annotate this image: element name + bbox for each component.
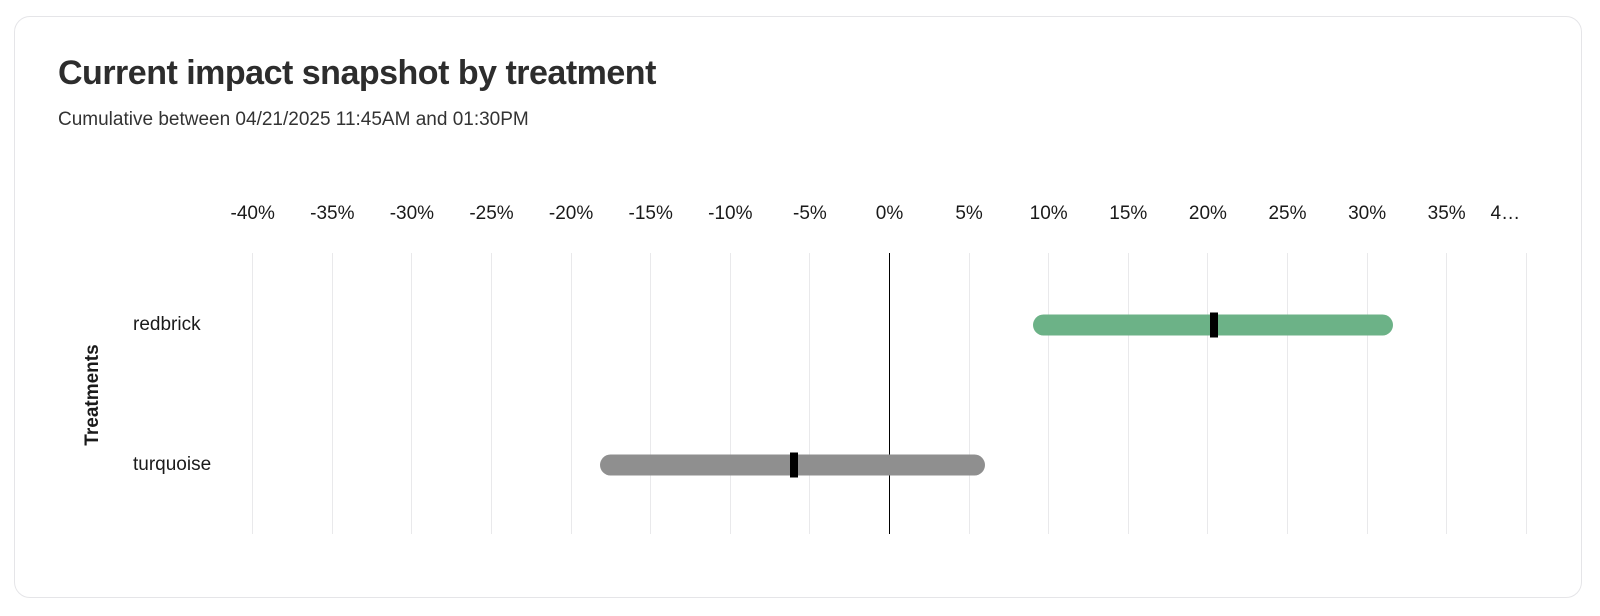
gridline [1446,253,1448,534]
y-tick-label-redbrick: redbrick [133,313,201,335]
gridline [252,253,254,534]
gridline [809,253,811,534]
chart-title: Current impact snapshot by treatment [58,54,656,92]
point-estimate-marker-redbrick [1210,312,1219,338]
gridline [1366,253,1368,534]
x-tick-label: -20% [548,203,594,224]
x-tick-label: 20% [1188,203,1227,224]
point-estimate-marker-turquoise [789,452,798,478]
x-tick-label: -25% [469,203,514,224]
gridline [1127,253,1129,534]
x-tick-label: 25% [1268,203,1307,224]
gridline [1287,253,1288,534]
x-tick-label: 35% [1427,203,1466,224]
plot-area: -40% -35% -30% -25% -20% -15% -10% -5% 0% 5% 10% 15… [15,17,1581,597]
y-axis-title: Treatments [82,344,103,446]
x-tick-label: 5% [955,203,983,224]
gridline [491,253,492,534]
gridline [1048,253,1050,534]
gridline [570,253,572,534]
x-tick-label: -30% [389,203,435,224]
x-tick-label: 15% [1109,203,1148,224]
x-tick-label: -10% [708,203,753,224]
y-tick-label-turquoise: turquoise [133,453,212,475]
chart-subtitle: Cumulative between 04/21/2025 11:45AM an… [58,109,529,130]
x-tick-label: -35% [310,203,355,224]
x-tick-label: 4… [1490,203,1521,224]
x-tick-label: -40% [230,203,275,224]
gridline [968,253,970,534]
zero-axis-line [888,253,891,534]
chart-card: Current impact snapshot by treatment Cum… [14,16,1582,598]
gridline [411,253,413,534]
x-tick-label: -15% [628,203,673,224]
x-tick-label: -5% [792,203,827,224]
x-tick-label: 30% [1348,203,1387,224]
gridline [1525,253,1527,534]
x-tick-label: 0% [875,203,904,224]
gridline [1207,253,1209,534]
gridline [650,253,652,534]
gridline [729,253,731,534]
x-tick-label: 10% [1029,203,1068,224]
gridline [331,253,333,534]
